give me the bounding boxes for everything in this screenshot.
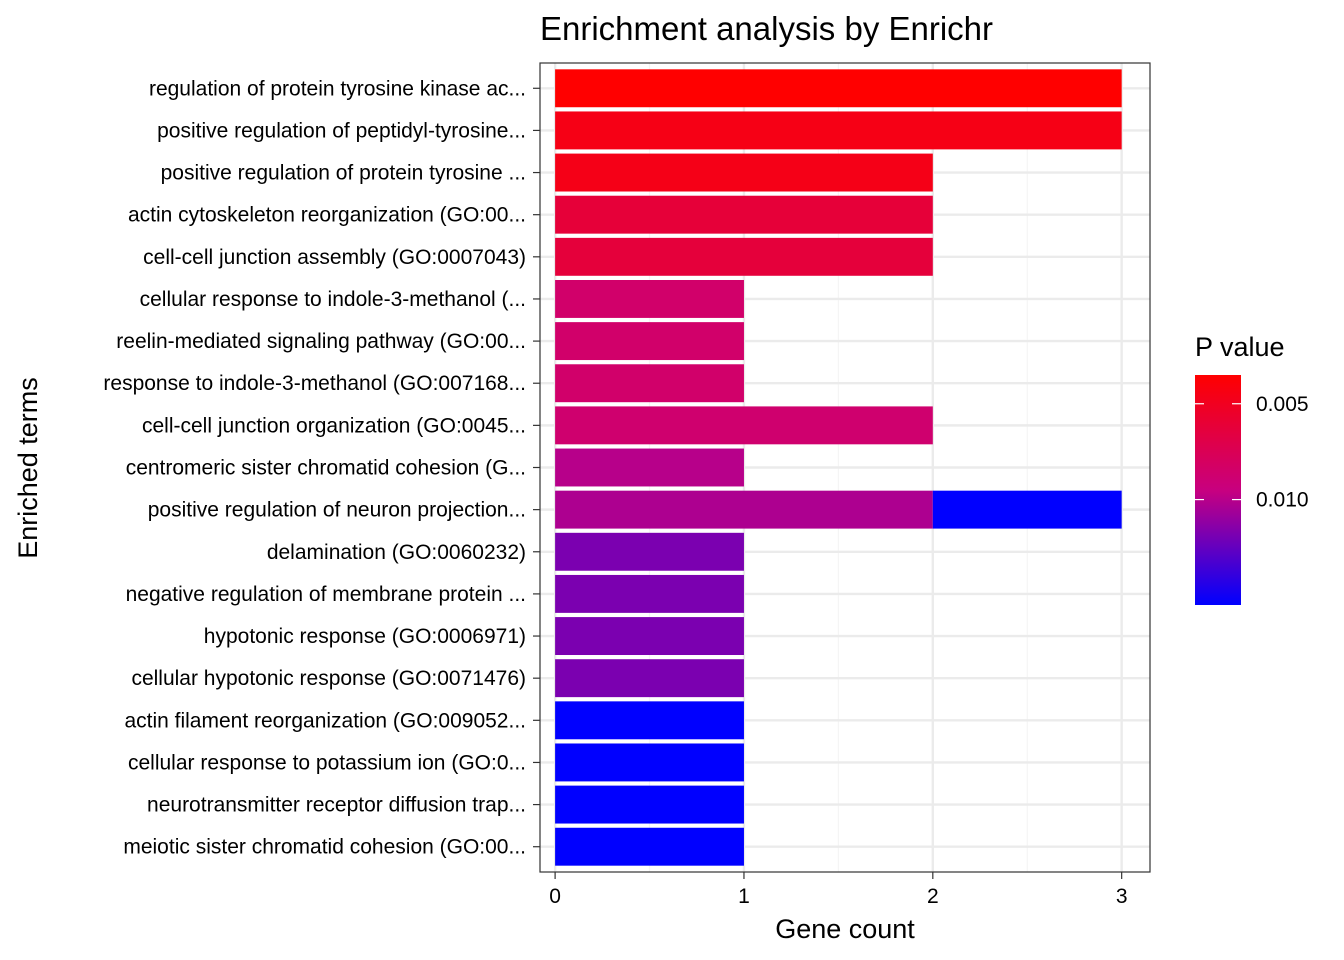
y-tick-label: positive regulation of protein tyrosine … [161,162,526,185]
bar [555,701,744,740]
y-tick-label: cellular response to potassium ion (GO:0… [128,751,526,774]
legend-title: P value [1195,332,1285,362]
x-tick-label: 0 [549,885,561,908]
bar [555,322,744,361]
y-tick-label: hypotonic response (GO:0006971) [204,625,526,648]
bar [555,279,744,318]
y-tick-label: neurotransmitter receptor diffusion trap… [147,794,526,817]
x-tick-label: 1 [738,885,750,908]
bar [555,111,1122,150]
bars-group [555,69,1122,866]
legend-tick-label: 0.005 [1256,393,1309,416]
y-tick-label: response to indole-3-methanol (GO:007168… [103,372,526,395]
bar [555,364,744,403]
bar [932,490,1122,529]
chart-title: Enrichment analysis by Enrichr [540,10,993,47]
bar [555,743,744,782]
bar [555,237,933,276]
bar [555,659,744,698]
x-axis: 0 1 2 3 [549,872,1128,908]
y-tick-label: regulation of protein tyrosine kinase ac… [149,77,526,100]
y-tick-label: delamination (GO:0060232) [267,541,526,564]
y-tick-label: positive regulation of peptidyl-tyrosine… [157,119,526,142]
legend-tick-label: 0.010 [1256,489,1309,512]
bar [555,448,744,487]
bar [555,617,744,656]
y-tick-label: cell-cell junction organization (GO:0045… [142,414,526,437]
legend-ticks: 0.005 0.010 [1195,393,1309,512]
y-tick-label: positive regulation of neuron projection… [148,499,526,522]
bar [555,490,933,529]
bar [555,153,933,192]
p-value-legend: P value 0.005 0.010 [1195,332,1309,605]
y-tick-label: centromeric sister chromatid cohesion (G… [126,457,526,480]
y-tick-label: negative regulation of membrane protein … [126,583,526,606]
y-axis: regulation of protein tyrosine kinase ac… [103,77,540,859]
bar [555,532,744,571]
bar [555,574,744,613]
y-axis-title: Enriched terms [13,377,43,559]
y-tick-label: actin cytoskeleton reorganization (GO:00… [128,204,526,227]
x-axis-title: Gene count [775,914,915,944]
bar [555,195,933,234]
bar [555,827,744,866]
y-tick-label: cell-cell junction assembly (GO:0007043) [143,246,526,269]
bar [555,406,933,445]
y-tick-label: cellular response to indole-3-methanol (… [140,288,526,311]
x-tick-label: 2 [927,885,939,908]
y-tick-label: cellular hypotonic response (GO:0071476) [131,667,526,690]
legend-color-bar [1195,375,1241,605]
y-tick-label: actin filament reorganization (GO:009052… [124,709,526,732]
x-tick-label: 3 [1116,885,1128,908]
bar [555,69,1122,108]
bar [555,785,744,824]
plot-panel [539,62,1151,873]
y-tick-label: meiotic sister chromatid cohesion (GO:00… [123,836,526,859]
y-tick-label: reelin-mediated signaling pathway (GO:00… [116,330,526,353]
